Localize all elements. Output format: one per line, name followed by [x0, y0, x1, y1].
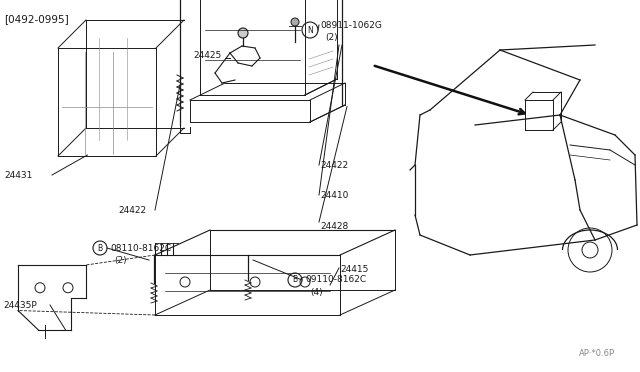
Text: 24410: 24410: [320, 190, 348, 199]
Text: N: N: [307, 26, 313, 35]
Text: 24422: 24422: [118, 205, 146, 215]
Text: AP·*0.6P: AP·*0.6P: [579, 349, 615, 358]
Text: 24425: 24425: [193, 51, 221, 60]
Text: 24428: 24428: [320, 221, 348, 231]
Text: B: B: [292, 276, 298, 285]
Text: (4): (4): [310, 288, 323, 296]
Text: [0492-0995]: [0492-0995]: [4, 14, 68, 24]
Text: 08911-1062G: 08911-1062G: [320, 20, 382, 29]
Text: B: B: [97, 244, 102, 253]
Text: (2): (2): [114, 256, 127, 264]
Text: 24435P: 24435P: [3, 301, 36, 310]
Text: 24415: 24415: [340, 266, 369, 275]
Text: 08110-8162C: 08110-8162C: [110, 244, 171, 253]
Circle shape: [291, 18, 299, 26]
Text: 09110-8162C: 09110-8162C: [305, 276, 366, 285]
Text: 24431: 24431: [4, 170, 33, 180]
Text: 24422: 24422: [320, 160, 348, 170]
Circle shape: [238, 28, 248, 38]
Text: (2): (2): [325, 32, 338, 42]
